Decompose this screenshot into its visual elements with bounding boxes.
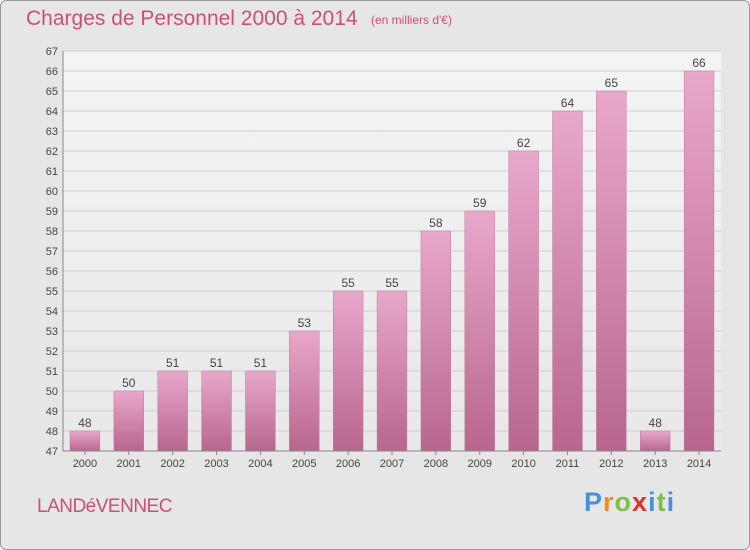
- y-tick-label: 56: [46, 266, 58, 278]
- bar-value-label: 58: [429, 216, 443, 230]
- x-tick-label: 2007: [380, 458, 404, 470]
- x-tick-label: 2001: [117, 458, 141, 470]
- bar: [332, 290, 364, 452]
- y-tick-label: 63: [46, 126, 58, 138]
- bar-value-label: 51: [166, 356, 180, 370]
- y-tick-label: 54: [46, 306, 58, 318]
- y-tick-label: 61: [46, 166, 58, 178]
- y-tick-label: 51: [46, 366, 58, 378]
- bar: [420, 230, 452, 452]
- x-tick-label: 2002: [160, 458, 184, 470]
- bar: [376, 290, 408, 452]
- logo-letter: i: [666, 487, 676, 517]
- bar: [464, 210, 495, 452]
- bar: [640, 430, 671, 452]
- y-tick-label: 55: [46, 286, 58, 298]
- unit-note: (en milliers d'€): [371, 13, 452, 27]
- x-tick-label: 2014: [687, 458, 711, 470]
- logo-letter: t: [656, 487, 667, 517]
- y-tick-label: 50: [46, 386, 58, 398]
- y-tick-label: 58: [46, 226, 58, 238]
- x-tick-label: 2008: [424, 458, 448, 470]
- y-tick-label: 49: [46, 406, 58, 418]
- x-tick-label: 2012: [599, 458, 623, 470]
- bar-value-label: 62: [517, 136, 531, 150]
- logo-letter: o: [614, 487, 633, 517]
- y-tick-label: 67: [46, 46, 58, 58]
- bar: [552, 110, 583, 452]
- chart-title: Charges de Personnel 2000 à 2014: [26, 7, 358, 30]
- y-tick-label: 48: [46, 426, 58, 438]
- y-tick-label: 59: [46, 206, 58, 218]
- bar-value-label: 51: [210, 356, 224, 370]
- bar-value-label: 51: [254, 356, 268, 370]
- bar: [201, 370, 232, 452]
- logo-letter: P: [584, 487, 604, 517]
- bar: [289, 330, 320, 452]
- bar: [683, 70, 715, 452]
- x-tick-label: 2006: [336, 458, 360, 470]
- bar-value-label: 55: [341, 276, 355, 290]
- y-tick-label: 62: [46, 146, 58, 158]
- x-tick-label: 2013: [643, 458, 667, 470]
- y-tick-label: 57: [46, 246, 58, 258]
- x-tick-label: 2005: [292, 458, 316, 470]
- y-tick-label: 52: [46, 346, 58, 358]
- bar-value-label: 53: [298, 316, 312, 330]
- bar-value-label: 50: [122, 376, 136, 390]
- city-name: LANDéVENNEC: [37, 496, 172, 517]
- logo-letter: x: [632, 487, 649, 517]
- logo-letter: r: [603, 487, 615, 517]
- y-tick-label: 66: [46, 66, 58, 78]
- x-tick-label: 2004: [248, 458, 272, 470]
- x-tick-label: 2009: [467, 458, 491, 470]
- bar-value-label: 65: [605, 76, 619, 90]
- bar: [157, 370, 188, 452]
- bar: [245, 370, 276, 452]
- bar-value-label: 48: [649, 416, 663, 430]
- bar: [69, 430, 101, 452]
- bar-value-label: 48: [78, 416, 92, 430]
- y-tick-label: 64: [46, 106, 58, 118]
- y-tick-label: 53: [46, 326, 58, 338]
- logo-letter: i: [648, 487, 657, 517]
- bar: [596, 90, 627, 452]
- y-tick-label: 65: [46, 86, 58, 98]
- bar: [113, 390, 144, 452]
- x-tick-label: 2010: [511, 458, 535, 470]
- bar-value-label: 59: [473, 196, 487, 210]
- y-tick-label: 47: [46, 446, 58, 458]
- y-tick-label: 60: [46, 186, 58, 198]
- x-tick-label: 2003: [204, 458, 228, 470]
- bar-value-label: 55: [385, 276, 399, 290]
- bar-value-label: 66: [692, 56, 706, 70]
- bar-value-label: 64: [561, 96, 575, 110]
- bar: [508, 150, 539, 452]
- x-tick-label: 2011: [556, 458, 580, 470]
- proxiti-logo: Proxiti: [584, 487, 675, 518]
- x-tick-label: 2000: [73, 458, 97, 470]
